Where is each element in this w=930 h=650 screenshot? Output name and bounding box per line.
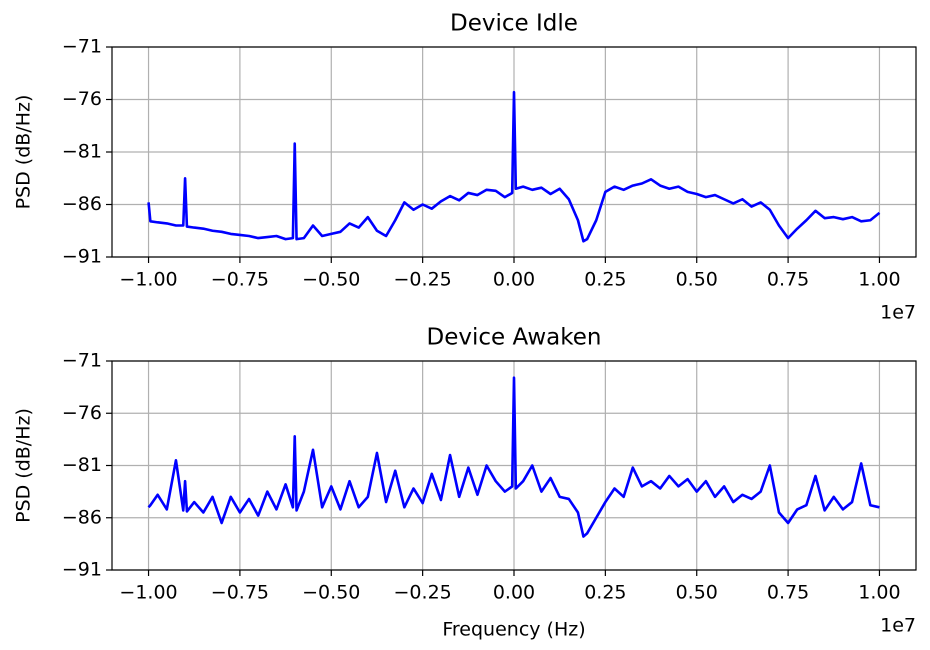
y-tick-label: −76 (62, 88, 102, 110)
axes-frame (111, 360, 917, 571)
x-tick-label: 0.75 (767, 582, 809, 604)
x-tick-label: −1.00 (119, 582, 177, 604)
y-tick-label: −86 (62, 193, 102, 215)
chart-title: Device Idle (450, 11, 578, 37)
data-line (147, 376, 880, 538)
x-tick-label: −0.25 (394, 269, 452, 291)
axes-frame (111, 46, 917, 258)
x-tick-label: 0.50 (676, 582, 718, 604)
x-tick-label: −0.75 (211, 269, 269, 291)
x-tick-label: 1.00 (858, 582, 900, 604)
x-tick-label: −0.50 (302, 269, 360, 291)
x-offset-label: 1e7 (880, 302, 916, 324)
x-tick-label: −1.00 (119, 269, 177, 291)
y-tick-label: −81 (62, 141, 102, 163)
x-axis-label: Frequency (Hz) (442, 619, 585, 641)
y-axis-label: PSD (dB/Hz) (13, 95, 35, 210)
x-offset-label: 1e7 (880, 615, 916, 637)
y-axis-label: PSD (dB/Hz) (13, 408, 35, 523)
x-tick-label: 1.00 (858, 269, 900, 291)
x-tick-label: −0.75 (211, 582, 269, 604)
x-tick-label: −0.50 (302, 582, 360, 604)
x-tick-label: 0.75 (767, 269, 809, 291)
y-tick-label: −81 (62, 454, 102, 476)
y-tick-label: −86 (62, 506, 102, 528)
y-tick-label: −76 (62, 402, 102, 424)
y-tick-label: −91 (62, 559, 102, 581)
x-tick-label: 0.00 (493, 582, 535, 604)
x-tick-label: 0.50 (676, 269, 718, 291)
data-line (147, 90, 881, 243)
y-tick-label: −71 (62, 36, 102, 58)
y-tick-label: −91 (62, 246, 102, 268)
x-tick-label: 0.25 (584, 582, 626, 604)
x-tick-label: −0.25 (394, 582, 452, 604)
y-tick-label: −71 (62, 350, 102, 372)
chart-title: Device Awaken (427, 325, 602, 351)
x-tick-label: 0.00 (493, 269, 535, 291)
x-tick-label: 0.25 (584, 269, 626, 291)
